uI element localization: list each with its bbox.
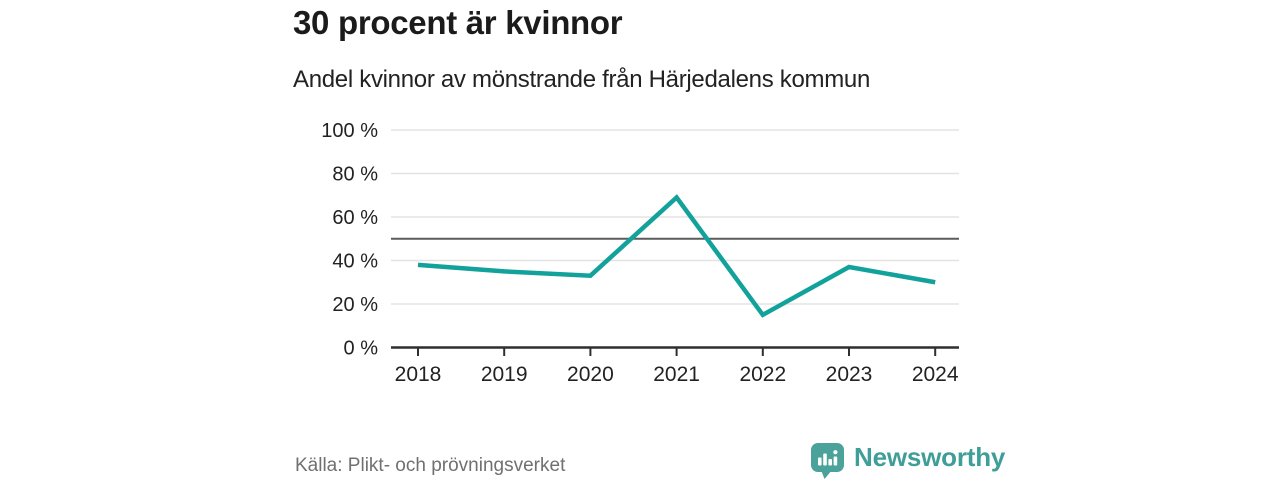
- source-note: Källa: Plikt- och prövningsverket: [295, 455, 566, 476]
- chart-subtitle: Andel kvinnor av mönstrande från Härjeda…: [293, 66, 871, 93]
- x-tick-label: 2023: [826, 363, 873, 386]
- y-tick-label: 40 %: [332, 251, 378, 273]
- y-tick-label: 60 %: [332, 207, 378, 229]
- y-tick-label: 100 %: [321, 120, 378, 142]
- brand-lockup: Newsworthy: [810, 441, 1005, 479]
- x-tick-label: 2019: [481, 363, 528, 386]
- brand-name: Newsworthy: [854, 441, 1006, 472]
- y-tick-label: 0 %: [344, 338, 379, 360]
- data-line: [417, 194, 936, 318]
- x-tick-label: 2018: [395, 363, 442, 386]
- speech-bubble: [811, 442, 844, 479]
- chart-title: 30 procent är kvinnor: [293, 4, 623, 41]
- x-tick-label: 2024: [912, 363, 959, 386]
- mini-bar-chart: [818, 449, 838, 465]
- y-tick-label: 20 %: [332, 294, 378, 316]
- x-tick-label: 2022: [739, 363, 786, 386]
- x-tick-label: 2021: [653, 363, 700, 386]
- x-tick-label: 2020: [567, 363, 614, 386]
- bar-chart-speech-bubble-icon: [811, 442, 844, 479]
- y-tick-label: 80 %: [332, 164, 378, 186]
